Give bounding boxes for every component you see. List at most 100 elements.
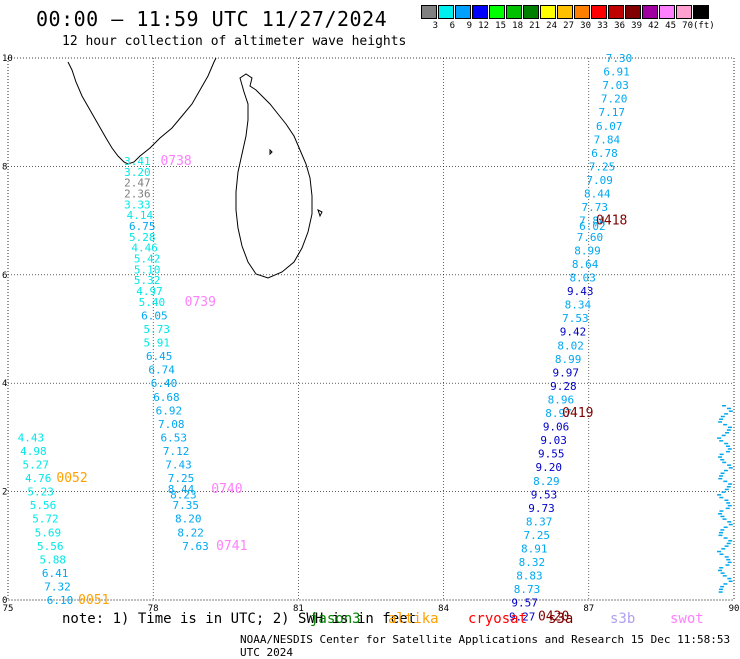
legend-swatch — [438, 5, 454, 19]
wave-height-value: 7.25 — [168, 472, 195, 485]
wave-height-value: 7.03 — [602, 79, 629, 92]
swot-mark — [725, 507, 730, 510]
wave-height-value: 6.78 — [591, 147, 618, 160]
pass-time-label: 0052 — [56, 471, 87, 486]
swot-mark — [728, 483, 733, 485]
legend-swatch — [472, 5, 488, 19]
swot-mark — [728, 580, 733, 582]
wave-height-value: 6.40 — [151, 377, 178, 390]
map-frame — [7, 57, 735, 601]
wave-height-value: 8.03 — [569, 272, 596, 285]
wave-height-value: 8.96 — [548, 393, 575, 406]
legend-label: 24 — [546, 21, 557, 31]
wave-height-value: 7.73 — [582, 201, 609, 214]
swot-mark — [726, 558, 731, 561]
swot-mark — [722, 405, 726, 407]
legend-label: 3 — [432, 21, 438, 31]
swot-mark — [722, 575, 727, 577]
legend-swatch — [676, 5, 692, 19]
legend-swatch — [625, 5, 641, 19]
wave-height-value: 9.06 — [543, 421, 570, 434]
swot-mark — [723, 583, 728, 585]
wave-height-value: 7.20 — [601, 93, 628, 106]
swot-mark — [725, 432, 730, 434]
wave-height-value: 3.33 — [124, 198, 151, 211]
swot-mark — [720, 529, 725, 531]
map-grid: 75 78 81 84 87 90 0 2 4 6 8 10 — [2, 54, 739, 614]
page-subtitle: 12 hour collection of altimeter wave hei… — [62, 34, 407, 49]
wave-height-value: 6.53 — [160, 431, 187, 444]
legend-label: (ft) — [693, 21, 715, 31]
x-tick-label: 90 — [729, 604, 740, 614]
wave-height-value: 7.17 — [598, 106, 625, 119]
swot-mark — [718, 569, 723, 572]
island-speck — [269, 148, 273, 156]
swot-mark — [724, 499, 729, 501]
wave-height-value: 7.25 — [523, 529, 550, 542]
legend-swatch — [506, 5, 522, 19]
wave-height-value: 5.40 — [139, 296, 166, 309]
wave-height-value: 7.25 — [589, 160, 616, 173]
swot-mark — [728, 540, 733, 542]
legend-swatch — [489, 5, 505, 19]
swot-mark — [719, 588, 724, 591]
swot-mark — [721, 548, 726, 550]
wave-height-value: 4.98 — [20, 445, 46, 458]
wave-height-value: 5.10 — [134, 263, 161, 276]
wave-height-value: 7.35 — [173, 499, 200, 512]
legend-label: 9 — [466, 21, 472, 31]
wave-height-value: 5.91 — [144, 337, 171, 350]
swot-mark — [724, 413, 729, 415]
legend-label: 12 — [478, 21, 489, 31]
wave-height-value: 9.03 — [540, 434, 567, 447]
swot-mark — [723, 423, 728, 426]
wave-height-value: 5.72 — [32, 513, 59, 526]
wave-height-value: 5.73 — [144, 323, 171, 336]
swot-mark — [723, 480, 728, 483]
swot-mark — [717, 550, 722, 553]
track-0418-0420: 7.306.917.037.207.176.077.846.787.257.09… — [509, 52, 632, 623]
wave-height-value: 8.83 — [516, 570, 543, 583]
swot-mark — [719, 440, 724, 442]
swot-mark — [719, 496, 724, 499]
swot-mark — [718, 534, 723, 537]
satellite-s3a: s3a — [548, 611, 574, 627]
x-tick-label: 81 — [293, 604, 304, 614]
swot-mark — [726, 486, 731, 488]
sri-lanka-coastline — [235, 73, 313, 279]
wave-height-value: 9.43 — [567, 285, 594, 298]
footer-note: note: 1) Time is in UTC; 2) SWH is in fe… — [62, 611, 417, 627]
wave-height-value: 9.53 — [531, 488, 558, 501]
legend-swatch — [591, 5, 607, 19]
legend-label: 6 — [449, 21, 455, 31]
color-legend: 3 6 9 12 15 18 21 24 27 30 33 36 39 42 45 70 (ft) — [421, 5, 715, 31]
swot-mark — [720, 585, 725, 588]
legend-label: 27 — [563, 21, 574, 31]
legend-swatch — [693, 5, 709, 19]
wave-height-value: 8.23 — [170, 488, 197, 501]
satellite-altika: altika — [388, 611, 439, 627]
track-0738-0741: 3.413.202.472.363.334.146.755.284.465.42… — [124, 155, 209, 553]
pass-time-label: 0738 — [160, 154, 191, 169]
wave-height-value: 9.20 — [536, 461, 563, 474]
wave-height-value: 8.44 — [168, 483, 195, 496]
swot-mark — [720, 459, 725, 461]
wave-height-value: 4.76 — [25, 472, 52, 485]
swot-mark — [722, 518, 727, 520]
credit-line: NOAA/NESDIS Center for Satellite Applica… — [240, 633, 731, 659]
satellite-s3b: s3b — [610, 611, 636, 627]
legend-label: 39 — [631, 21, 642, 31]
swot-mark — [719, 567, 724, 569]
legend-swatch — [574, 5, 590, 19]
satellite-jason3: jason3 — [310, 611, 361, 627]
track-0052-0051: 4.434.985.274.765.235.565.725.695.565.88… — [18, 431, 74, 607]
wave-height-value: 6.68 — [153, 391, 180, 404]
swot-mark — [720, 472, 725, 474]
swot-mark — [718, 421, 723, 423]
legend-swatch — [540, 5, 556, 19]
swot-mark — [719, 418, 724, 420]
pass-time-label: 0740 — [211, 482, 242, 497]
swot-mark — [719, 453, 724, 456]
x-tick-label: 75 — [3, 604, 14, 614]
swot-track-fragment — [717, 405, 733, 593]
